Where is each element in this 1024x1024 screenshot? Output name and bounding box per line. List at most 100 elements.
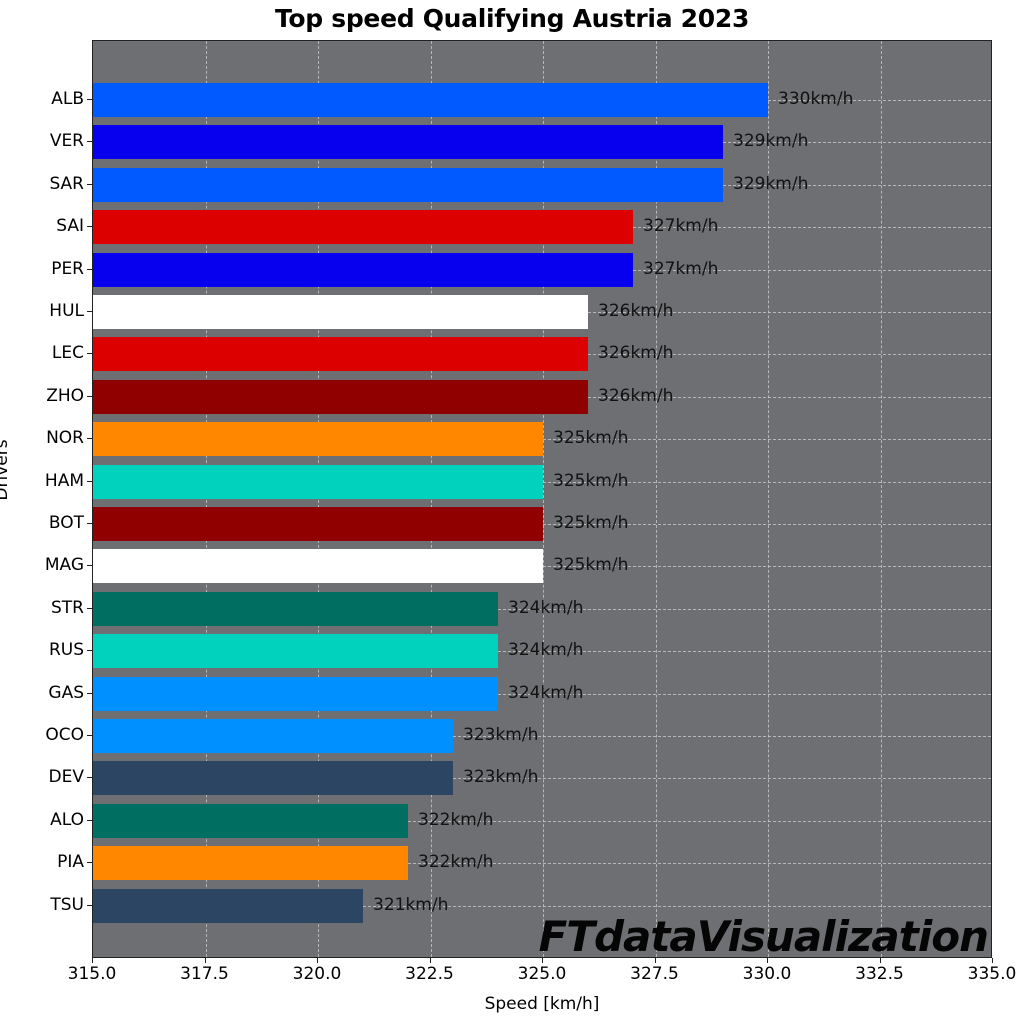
y-tick-label: TSU bbox=[50, 894, 84, 915]
y-tick-label: SAR bbox=[49, 173, 84, 194]
bar-value-label: 325km/h bbox=[553, 428, 629, 449]
bar-value-label: 330km/h bbox=[778, 89, 854, 109]
y-tick-label: GAS bbox=[48, 682, 84, 703]
bar-value-label: 326km/h bbox=[598, 385, 674, 406]
y-tick bbox=[87, 183, 92, 185]
x-tick-label: 320.0 bbox=[292, 964, 342, 984]
grid-line-horizontal bbox=[93, 905, 991, 907]
grid-line-horizontal bbox=[93, 778, 991, 780]
bar-value-label: 325km/h bbox=[553, 513, 629, 533]
y-tick bbox=[87, 735, 92, 736]
bar-value-label: 324km/h bbox=[508, 682, 584, 703]
y-tick-label: HAM bbox=[44, 470, 84, 491]
grid-line-vertical bbox=[655, 41, 657, 957]
y-tick-label: MAG bbox=[44, 555, 84, 576]
x-tick bbox=[879, 958, 881, 963]
bar-value-label: 327km/h bbox=[643, 258, 719, 279]
y-tick-label: ZHO bbox=[46, 385, 84, 406]
grid-line-vertical bbox=[430, 41, 432, 957]
y-tick bbox=[87, 904, 92, 906]
x-tick bbox=[992, 958, 993, 963]
x-tick-label: 325.0 bbox=[517, 964, 567, 984]
bar-per bbox=[93, 252, 633, 287]
y-tick bbox=[87, 226, 92, 228]
bar-alb bbox=[93, 83, 768, 117]
bar-zho bbox=[93, 379, 588, 414]
bar-str bbox=[93, 591, 498, 626]
y-tick-label: ALO bbox=[50, 809, 84, 830]
y-tick bbox=[87, 565, 92, 567]
y-tick bbox=[87, 353, 92, 355]
grid-line-horizontal bbox=[93, 736, 991, 737]
y-tick bbox=[87, 607, 92, 609]
y-tick-label: NOR bbox=[46, 428, 84, 449]
x-tick-label: 330.0 bbox=[742, 964, 792, 984]
bar-value-label: 325km/h bbox=[553, 555, 629, 576]
y-tick bbox=[87, 268, 92, 270]
y-tick bbox=[87, 438, 92, 440]
y-tick-label: DEV bbox=[48, 767, 84, 788]
x-tick-label: 332.5 bbox=[855, 964, 904, 984]
bar-ver bbox=[93, 125, 723, 160]
y-tick-label: RUS bbox=[48, 640, 84, 661]
y-tick-label: LEC bbox=[51, 343, 84, 364]
bar-value-label: 323km/h bbox=[463, 767, 539, 788]
y-tick bbox=[87, 692, 92, 694]
y-tick bbox=[87, 819, 92, 821]
y-tick bbox=[87, 141, 92, 143]
bar-gas bbox=[93, 676, 498, 711]
y-tick-label: VER bbox=[49, 131, 84, 152]
plot-area: 330km/h 329km/h 329km/h 327km/h 327km/h 326km… bbox=[92, 40, 992, 958]
grid-line-horizontal bbox=[93, 820, 991, 822]
x-axis-title: Speed [km/h] bbox=[484, 994, 600, 1014]
grid-line-horizontal bbox=[93, 693, 991, 695]
y-tick-label: HUL bbox=[49, 301, 84, 321]
bar-oco bbox=[93, 719, 453, 753]
x-tick-label: 327.5 bbox=[630, 964, 679, 984]
y-tick-label: PIA bbox=[57, 852, 84, 873]
y-tick-label: STR bbox=[51, 597, 84, 618]
bar-mag bbox=[93, 549, 543, 584]
bar-dev bbox=[93, 761, 453, 796]
bar-value-label: 322km/h bbox=[418, 852, 494, 873]
y-tick-label: OCO bbox=[45, 725, 84, 745]
y-tick bbox=[87, 523, 92, 524]
bar-value-label: 326km/h bbox=[598, 343, 674, 364]
grid-line-vertical bbox=[768, 41, 769, 957]
y-tick-label: PER bbox=[51, 258, 84, 279]
grid-line-vertical bbox=[318, 41, 319, 957]
bar-value-label: 325km/h bbox=[553, 470, 629, 491]
y-axis-title: Drivers bbox=[0, 439, 12, 501]
y-tick bbox=[87, 311, 92, 312]
x-tick-label: 315.0 bbox=[67, 964, 117, 984]
bar-pia bbox=[93, 846, 408, 881]
chart-title: Top speed Qualifying Austria 2023 bbox=[274, 4, 750, 33]
bar-hul bbox=[93, 295, 588, 329]
grid-line-horizontal bbox=[93, 863, 991, 865]
bar-alo bbox=[93, 803, 408, 838]
grid-line-horizontal bbox=[93, 651, 991, 653]
y-tick bbox=[87, 777, 92, 779]
bar-value-label: 329km/h bbox=[733, 173, 809, 194]
bar-sar bbox=[93, 167, 723, 202]
x-tick bbox=[767, 958, 768, 963]
bar-value-label: 329km/h bbox=[733, 131, 809, 152]
y-tick bbox=[87, 99, 92, 100]
bar-tsu bbox=[93, 888, 363, 923]
x-tick-label: 317.5 bbox=[180, 964, 229, 984]
y-tick-label: ALB bbox=[51, 89, 84, 109]
bar-value-label: 326km/h bbox=[598, 301, 674, 321]
y-tick-label: BOT bbox=[48, 513, 84, 533]
x-tick-label: 335.0 bbox=[967, 964, 1017, 984]
y-tick bbox=[87, 862, 92, 864]
x-tick bbox=[92, 958, 93, 963]
y-tick bbox=[87, 480, 92, 482]
y-tick bbox=[87, 650, 92, 652]
bar-lec bbox=[93, 337, 588, 372]
bar-value-label: 322km/h bbox=[418, 809, 494, 830]
bar-value-label: 321km/h bbox=[373, 894, 449, 915]
x-tick bbox=[542, 958, 543, 963]
x-tick bbox=[654, 958, 656, 963]
x-tick bbox=[429, 958, 431, 963]
y-tick bbox=[87, 395, 92, 397]
